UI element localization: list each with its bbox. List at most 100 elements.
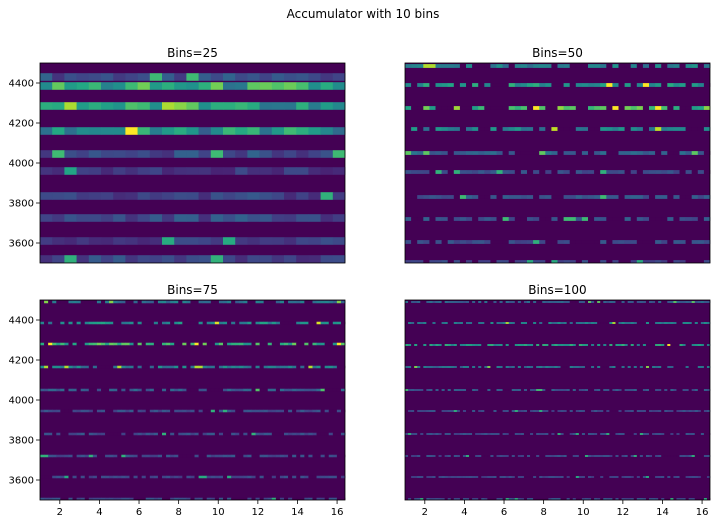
heatmap-cell xyxy=(223,321,228,325)
heatmap-cell xyxy=(597,366,601,368)
heatmap-cell xyxy=(649,64,656,68)
heatmap-cell xyxy=(72,475,77,479)
heatmap-cell xyxy=(469,410,473,412)
heatmap-cell xyxy=(499,389,503,391)
heatmap-cell xyxy=(533,195,540,199)
heatmap-cell xyxy=(527,410,531,412)
heatmap-cell xyxy=(594,389,598,391)
heatmap-cell xyxy=(642,217,650,221)
heatmap-cell xyxy=(575,83,583,87)
heatmap-cell xyxy=(231,342,236,346)
heatmap-cell xyxy=(566,476,570,478)
heatmap-cell xyxy=(328,365,334,369)
heatmap-cell xyxy=(520,260,528,263)
heatmap-cell xyxy=(499,410,503,412)
heatmap-cell xyxy=(153,432,159,436)
heatmap-cell xyxy=(92,321,98,325)
heatmap-cell xyxy=(551,151,558,155)
heatmap-cell xyxy=(484,366,488,368)
heatmap-cell xyxy=(545,455,549,457)
heatmap-cell xyxy=(96,497,102,500)
heatmap-cell xyxy=(591,322,595,324)
heatmap-cell xyxy=(469,322,473,324)
heatmap-cell xyxy=(210,321,216,325)
heatmap-cell xyxy=(697,344,702,346)
heatmap-cell xyxy=(569,195,577,199)
heatmap-background xyxy=(40,63,345,263)
heatmap-cell xyxy=(447,106,455,110)
heatmap-cell xyxy=(129,432,134,436)
heatmap-cell xyxy=(40,73,53,81)
heatmap-cell xyxy=(612,170,619,174)
heatmap-cell xyxy=(288,342,293,346)
heatmap-cell xyxy=(691,366,696,368)
heatmap-cell xyxy=(40,388,45,392)
heatmap-cell xyxy=(435,217,442,221)
heatmap-cell xyxy=(612,260,619,263)
heatmap-cell xyxy=(545,366,549,368)
heatmap-cell xyxy=(523,410,528,412)
heatmap-cell xyxy=(581,64,589,68)
heatmap-cell xyxy=(508,170,516,174)
heatmap-cell xyxy=(52,237,65,245)
heatmap-cell xyxy=(56,432,61,436)
heatmap-cell xyxy=(324,454,330,458)
heatmap-cell xyxy=(423,170,430,174)
heatmap-cell xyxy=(40,300,45,304)
heatmap-cell xyxy=(186,497,191,500)
heatmap-cell xyxy=(170,300,175,304)
heatmap-cell xyxy=(517,410,522,412)
heatmap-cell xyxy=(153,365,159,369)
heatmap-cell xyxy=(591,366,595,368)
heatmap-cell xyxy=(621,498,625,500)
heatmap-cell xyxy=(453,127,461,131)
heatmap-cell xyxy=(661,344,665,346)
heatmap-cell xyxy=(655,366,659,368)
heatmap-cell xyxy=(52,82,65,90)
heatmap-cell xyxy=(569,455,574,457)
heatmap-cell xyxy=(508,455,513,457)
heatmap-cell xyxy=(56,300,61,304)
heatmap-cell xyxy=(210,454,216,458)
heatmap-cell xyxy=(459,106,467,110)
heatmap-cell xyxy=(304,454,309,458)
heatmap-cell xyxy=(328,409,334,413)
heatmap-cell xyxy=(557,301,561,303)
heatmap-cell xyxy=(557,170,564,174)
heatmap-cell xyxy=(84,388,90,392)
heatmap-cell xyxy=(630,301,635,303)
y-tick-label: 3800 xyxy=(9,436,34,447)
heatmap-cell xyxy=(703,260,711,263)
heatmap-cell xyxy=(44,409,49,413)
heatmap-cell xyxy=(578,410,583,412)
heatmap-cell xyxy=(178,300,183,304)
heatmap-cell xyxy=(223,255,236,263)
heatmap-cell xyxy=(560,389,564,391)
heatmap-cell xyxy=(210,388,216,392)
heatmap-cell xyxy=(700,410,705,412)
heatmap-cell xyxy=(661,366,665,368)
heatmap-cell xyxy=(145,409,151,413)
heatmap-cell xyxy=(630,455,635,457)
heatmap-cell xyxy=(336,475,342,479)
heatmap-cell xyxy=(658,498,662,500)
heatmap-cell xyxy=(105,365,110,369)
heatmap-cell xyxy=(493,410,497,412)
heatmap-cell xyxy=(117,497,122,500)
heatmap-cell xyxy=(429,410,433,412)
heatmap-cell xyxy=(597,344,601,346)
heatmap-cell xyxy=(190,454,195,458)
heatmap-cell xyxy=(642,170,650,174)
heatmap-cell xyxy=(551,389,555,391)
heatmap-cell xyxy=(481,433,485,435)
heatmap-cell xyxy=(340,454,346,458)
heatmap-cell xyxy=(703,433,708,435)
heatmap-cell xyxy=(667,170,674,174)
heatmap-cell xyxy=(472,498,476,500)
heatmap-cell xyxy=(511,322,516,324)
heatmap-cell xyxy=(296,300,301,304)
heatmap-cell xyxy=(630,240,638,244)
heatmap-cell xyxy=(121,454,126,458)
heatmap-cell xyxy=(691,301,696,303)
heatmap-cell xyxy=(210,475,216,479)
